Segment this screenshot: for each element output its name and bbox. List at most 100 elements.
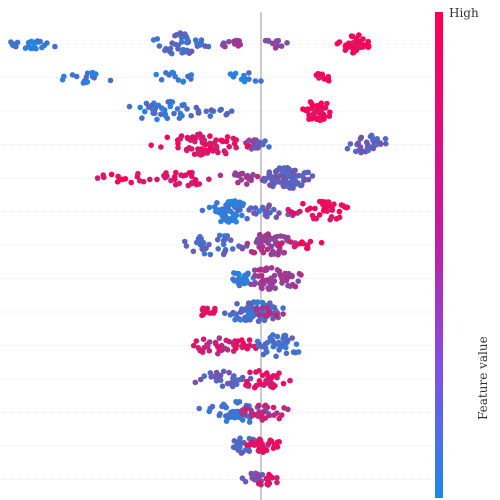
swarm-point (252, 272, 258, 279)
swarm-point (300, 200, 306, 207)
swarm-point (222, 43, 228, 50)
swarm-point (327, 109, 333, 115)
swarm-point (370, 135, 376, 142)
swarm-point (236, 271, 242, 278)
swarm-point (212, 339, 219, 346)
swarm-point (244, 215, 250, 222)
swarm-point (298, 272, 304, 278)
swarm-point (251, 384, 258, 391)
swarm-point (135, 170, 141, 177)
swarm-point (192, 177, 199, 183)
swarm-point (259, 372, 266, 379)
swarm-point (312, 205, 318, 212)
swarm-point (217, 172, 224, 179)
swarm-point (309, 112, 315, 118)
swarm-point (233, 345, 239, 352)
swarm-point (215, 344, 221, 350)
swarm-point (184, 134, 191, 141)
swarm-point (344, 204, 351, 211)
swarm-point (254, 173, 261, 180)
swarm-point (246, 419, 253, 425)
swarm-point (193, 338, 200, 344)
swarm-point (247, 342, 253, 349)
swarm-point (280, 305, 286, 311)
swarm-point (319, 71, 326, 78)
swarm-point (259, 305, 266, 311)
swarm-point (195, 345, 202, 351)
swarm-point (265, 474, 272, 481)
swarm-point (275, 341, 282, 348)
swarm-point (285, 234, 291, 241)
swarm-point (232, 444, 238, 451)
swarm-point (252, 78, 259, 84)
swarm-point (274, 167, 280, 174)
swarm-point (292, 175, 298, 182)
swarm-point (354, 141, 360, 148)
swarm-point (226, 38, 232, 45)
swarm-point (293, 341, 300, 348)
swarm-point (200, 336, 207, 343)
swarm-point (271, 206, 277, 213)
swarm-point (264, 213, 270, 220)
swarm-point (225, 219, 232, 225)
swarm-point (142, 108, 148, 115)
swarm-point (353, 148, 359, 155)
swarm-point (253, 211, 259, 217)
swarm-point (289, 335, 296, 341)
swarm-point (284, 40, 290, 46)
swarm-point (182, 238, 188, 245)
swarm-point (199, 207, 206, 214)
swarm-point (175, 77, 182, 83)
swarm-point (158, 111, 164, 118)
swarm-point (28, 38, 35, 45)
swarm-point (233, 203, 239, 209)
swarm-point (280, 380, 287, 387)
swarm-point (253, 369, 259, 375)
swarm-point (258, 381, 264, 387)
swarm-point (273, 173, 279, 180)
swarm-point (268, 336, 274, 343)
swarm-point (347, 141, 354, 147)
swarm-point (248, 248, 255, 255)
swarm-point (202, 141, 209, 148)
swarm-point (274, 333, 281, 340)
swarm-point (206, 241, 212, 248)
swarm-point (233, 137, 239, 143)
swarm-point (177, 135, 183, 142)
swarm-point (137, 104, 143, 111)
swarm-point (154, 116, 160, 123)
swarm-point (200, 305, 206, 312)
swarm-point (230, 375, 236, 382)
swarm-point (274, 439, 281, 446)
swarm-point (251, 267, 258, 274)
swarm-point (266, 236, 273, 243)
swarm-point (206, 176, 212, 182)
swarm-point (220, 368, 227, 375)
swarm-point (325, 76, 332, 82)
swarm-point (280, 167, 287, 173)
swarm-point (316, 212, 323, 218)
swarm-point (137, 178, 143, 184)
swarm-point (238, 171, 244, 177)
swarm-point (216, 335, 223, 341)
swarm-point (307, 99, 314, 105)
swarm-point (255, 144, 262, 150)
swarm-point (34, 38, 41, 44)
swarm-point (204, 305, 211, 312)
swarm-point (203, 108, 210, 115)
swarm-point (260, 277, 266, 283)
swarm-point (256, 267, 262, 273)
swarm-point (178, 172, 184, 178)
swarm-point (237, 317, 244, 323)
swarm-point (313, 215, 320, 222)
swarm-point (122, 176, 129, 182)
swarm-point (318, 108, 325, 114)
swarm-point (270, 373, 277, 379)
swarm-point (261, 408, 267, 415)
swarm-point (285, 282, 291, 289)
swarm-point (324, 100, 330, 107)
swarm-point (334, 40, 341, 47)
swarm-point (264, 277, 270, 283)
swarm-point (228, 108, 235, 114)
